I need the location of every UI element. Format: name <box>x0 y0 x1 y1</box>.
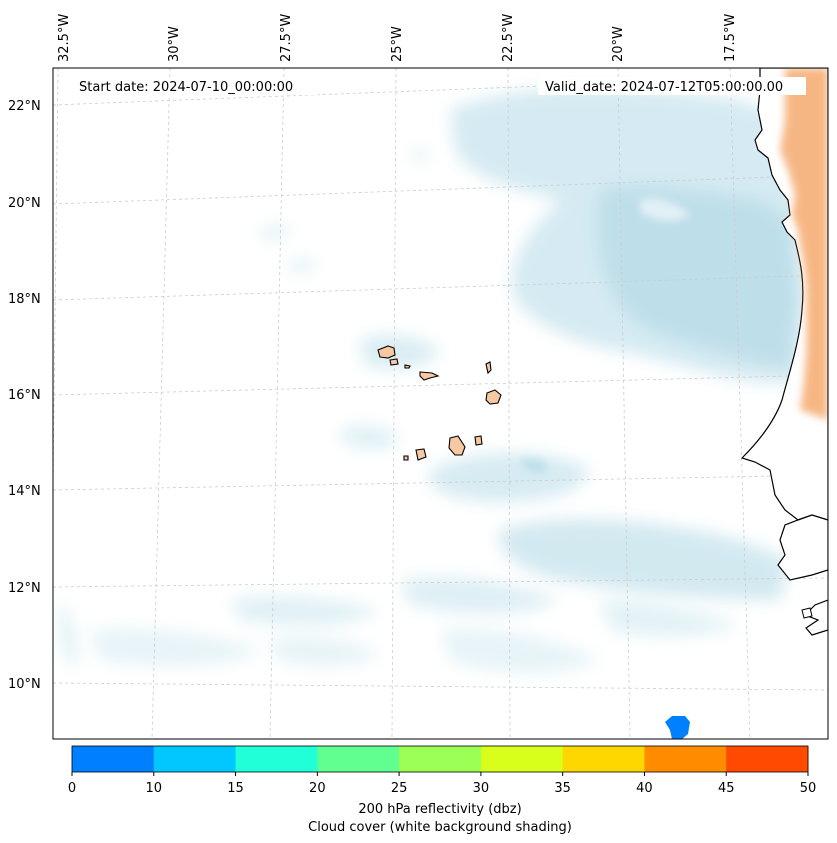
reflectivity-cell <box>665 716 690 739</box>
colorbar-tick-label: 30 <box>473 781 490 796</box>
colorbar-segment <box>562 746 645 772</box>
colorbar-segment <box>153 746 237 772</box>
cloud-cover-shading <box>59 88 805 674</box>
african-mainland <box>740 68 828 636</box>
latitude-labels: 22°N 20°N 18°N 16°N 14°N 12°N 10°N <box>8 99 41 692</box>
colorbar-tick-label: 40 <box>636 781 653 796</box>
colorbar-segment <box>480 746 564 772</box>
longitude-labels: 32.5°W 30°W 27.5°W 25°W 22.5°W 20°W 17.5… <box>57 14 738 62</box>
lon-label: 27.5°W <box>279 14 294 62</box>
lat-label: 14°N <box>8 484 41 499</box>
lon-label: 30°W <box>167 26 182 62</box>
valid-date-text: Valid_date: 2024-07-12T05:00:00.00 <box>545 80 783 95</box>
lat-label: 10°N <box>8 677 41 692</box>
colorbar: 0 10 15 20 25 30 35 40 45 50 200 hPa reflectivity… <box>68 745 816 835</box>
lon-label: 32.5°W <box>57 14 72 62</box>
map-border <box>52 67 829 740</box>
colorbar-tick-label: 35 <box>554 781 571 796</box>
map-area <box>53 68 828 739</box>
colorbar-segments <box>72 746 809 772</box>
colorbar-sublabel: Cloud cover (white background shading) <box>308 820 572 835</box>
colorbar-border <box>71 745 809 773</box>
lon-label: 17.5°W <box>723 14 738 62</box>
colorbar-tick-label: 20 <box>309 781 326 796</box>
cape-verde-islands <box>377 345 502 461</box>
colorbar-segment <box>317 746 400 772</box>
colorbar-segment <box>72 746 155 772</box>
lon-label: 20°W <box>611 26 626 62</box>
colorbar-tick-label: 45 <box>718 781 735 796</box>
colorbar-label: 200 hPa reflectivity (dbz) <box>358 802 521 817</box>
lat-label: 18°N <box>8 292 41 307</box>
colorbar-tick-label: 0 <box>68 781 76 796</box>
lon-label: 25°W <box>390 26 405 62</box>
colorbar-segment <box>726 746 809 772</box>
graticule <box>53 68 828 739</box>
colorbar-segment <box>399 746 482 772</box>
colorbar-tick-label: 15 <box>227 781 244 796</box>
lat-label: 20°N <box>8 196 41 211</box>
lat-label: 22°N <box>8 99 41 114</box>
colorbar-segment <box>644 746 727 772</box>
colorbar-segment <box>235 746 318 772</box>
colorbar-tick-label: 50 <box>800 781 817 796</box>
colorbar-ticks: 0 10 15 20 25 30 35 40 45 50 <box>68 772 816 796</box>
info-boxes: Start date: 2024-07-10_00:00:00 Valid_da… <box>73 77 806 95</box>
colorbar-tick-label: 10 <box>146 781 163 796</box>
lon-label: 22.5°W <box>501 14 516 62</box>
lat-label: 16°N <box>8 388 41 403</box>
lat-label: 12°N <box>8 581 41 596</box>
start-date-text: Start date: 2024-07-10_00:00:00 <box>79 80 293 95</box>
colorbar-tick-label: 25 <box>391 781 408 796</box>
